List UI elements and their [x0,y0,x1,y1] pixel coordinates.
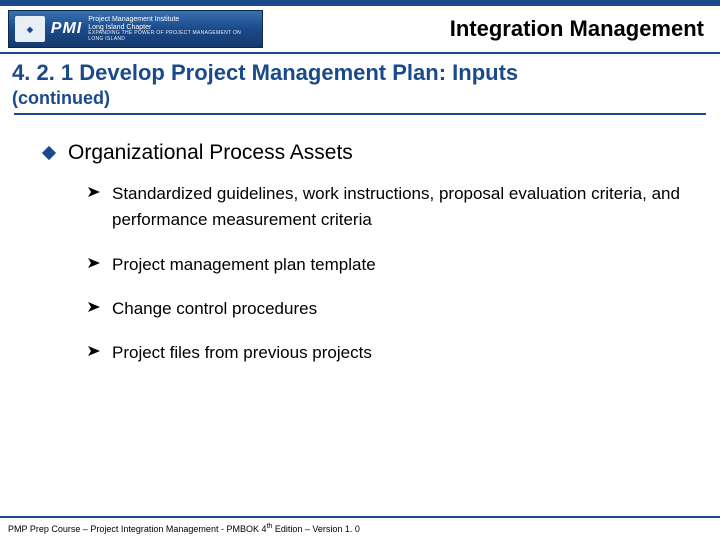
slide-continued: (continued) [12,88,708,109]
logo-mark-icon: ◆ [15,16,45,42]
sublist: Standardized guidelines, work instructio… [88,181,680,367]
logo-tagline: EXPANDING THE POWER OF PROJECT MANAGEMEN… [88,31,256,42]
l2-text: Project management plan template [112,252,376,278]
bullet-l2: Project management plan template [88,252,680,278]
diamond-bullet-icon [42,146,56,160]
footer-pre: PMP Prep Course – Project Integration Ma… [8,524,266,534]
title-underline [14,113,706,115]
bullet-l2: Change control procedures [88,296,680,322]
arrow-bullet-icon [88,187,100,197]
arrow-bullet-icon [88,302,100,312]
logo-line1: Project Management Institute [88,16,256,24]
header: ◆ PMI Project Management Institute Long … [0,6,720,54]
l2-text: Project files from previous projects [112,340,372,366]
l1-text: Organizational Process Assets [68,141,353,165]
logo-pmi-text: PMI [51,20,82,38]
bullet-l2: Standardized guidelines, work instructio… [88,181,680,234]
bullet-l2: Project files from previous projects [88,340,680,366]
slide-title: 4. 2. 1 Develop Project Management Plan:… [12,60,708,86]
l2-text: Change control procedures [112,296,317,322]
arrow-bullet-icon [88,346,100,356]
title-block: 4. 2. 1 Develop Project Management Plan:… [0,54,720,117]
bullet-l1: Organizational Process Assets [44,141,680,165]
footer-text: PMP Prep Course – Project Integration Ma… [8,523,712,534]
pmi-logo: ◆ PMI Project Management Institute Long … [8,10,263,48]
slide: ◆ PMI Project Management Institute Long … [0,0,720,540]
l2-text: Standardized guidelines, work instructio… [112,181,680,234]
footer-post: Edition – Version 1. 0 [272,524,360,534]
content: Organizational Process Assets Standardiz… [0,117,720,540]
logo-text-block: Project Management Institute Long Island… [88,16,256,42]
header-title: Integration Management [450,16,710,42]
arrow-bullet-icon [88,258,100,268]
footer: PMP Prep Course – Project Integration Ma… [0,516,720,540]
